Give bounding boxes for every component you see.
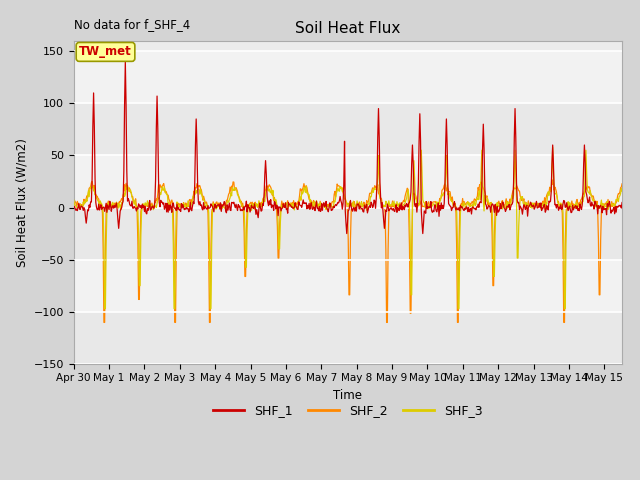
Text: TW_met: TW_met: [79, 46, 132, 59]
Y-axis label: Soil Heat Flux (W/m2): Soil Heat Flux (W/m2): [15, 138, 28, 267]
Bar: [74, 312, 622, 364]
Title: Soil Heat Flux: Soil Heat Flux: [295, 21, 401, 36]
Bar: [74, 156, 622, 207]
Bar: [74, 207, 622, 260]
X-axis label: Time: Time: [333, 389, 362, 402]
Legend: SHF_1, SHF_2, SHF_3: SHF_1, SHF_2, SHF_3: [208, 399, 488, 422]
Text: No data for f_SHF_4: No data for f_SHF_4: [74, 18, 190, 31]
Bar: [74, 51, 622, 103]
Bar: [74, 260, 622, 312]
Bar: [74, 103, 622, 156]
